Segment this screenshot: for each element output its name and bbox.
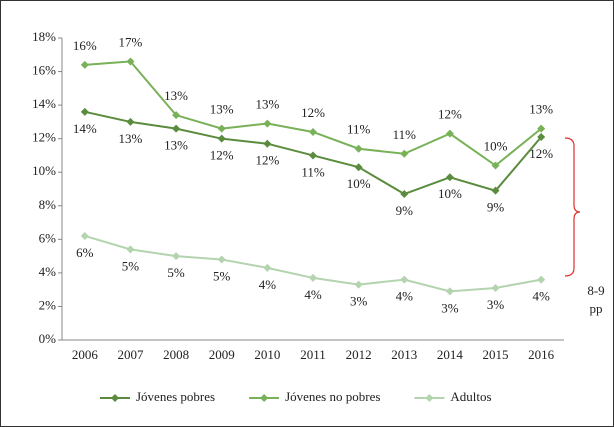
legend-label: Jóvenes pobres bbox=[136, 389, 215, 404]
point bbox=[491, 186, 500, 195]
legend-marker bbox=[425, 394, 434, 402]
point bbox=[263, 263, 272, 272]
point bbox=[172, 124, 181, 133]
point bbox=[537, 275, 546, 284]
data-label: 11% bbox=[301, 164, 325, 179]
x-tick-label: 2012 bbox=[346, 347, 372, 362]
data-label: 4% bbox=[259, 277, 277, 292]
x-tick-label: 2016 bbox=[528, 347, 555, 362]
legend-marker bbox=[260, 394, 269, 402]
data-label: 5% bbox=[122, 258, 140, 273]
data-label: 9% bbox=[487, 200, 505, 215]
point bbox=[445, 129, 454, 138]
point bbox=[263, 119, 272, 128]
x-tick-label: 2013 bbox=[391, 347, 417, 362]
data-label: 3% bbox=[487, 297, 505, 312]
data-label: 3% bbox=[441, 300, 459, 315]
point bbox=[445, 287, 454, 296]
data-label: 17% bbox=[119, 34, 143, 49]
point bbox=[491, 161, 500, 170]
data-label: 5% bbox=[167, 265, 185, 280]
x-tick-label: 2008 bbox=[163, 347, 189, 362]
point bbox=[309, 127, 317, 136]
data-label: 4% bbox=[304, 287, 322, 302]
y-tick-label: 18% bbox=[32, 29, 56, 44]
data-label: 4% bbox=[533, 289, 551, 304]
legend-label: Adultos bbox=[450, 389, 491, 404]
legend-label: Jóvenes no pobres bbox=[285, 389, 380, 404]
bracket bbox=[564, 137, 581, 277]
data-label: 13% bbox=[255, 97, 279, 112]
legend-marker bbox=[111, 394, 119, 402]
data-label: 13% bbox=[119, 131, 143, 146]
point bbox=[80, 107, 89, 116]
point bbox=[126, 245, 135, 254]
point bbox=[491, 283, 500, 292]
y-tick-label: 10% bbox=[32, 163, 56, 178]
x-tick-label: 2007 bbox=[117, 347, 144, 362]
annotation: pp bbox=[590, 301, 603, 316]
point bbox=[400, 190, 409, 199]
data-label: 11% bbox=[393, 127, 417, 142]
x-tick-label: 2006 bbox=[72, 347, 99, 362]
point bbox=[537, 132, 546, 141]
point bbox=[126, 57, 135, 66]
y-tick-label: 2% bbox=[39, 297, 57, 312]
point bbox=[217, 134, 226, 143]
point bbox=[263, 139, 272, 148]
data-label: 13% bbox=[164, 138, 188, 153]
data-label: 11% bbox=[347, 122, 371, 137]
annotation: 8-9 bbox=[587, 283, 604, 298]
point bbox=[126, 117, 135, 126]
data-label: 5% bbox=[213, 268, 231, 283]
data-label: 10% bbox=[484, 138, 508, 153]
data-label: 4% bbox=[396, 289, 414, 304]
x-tick-label: 2010 bbox=[254, 347, 280, 362]
point bbox=[309, 151, 317, 160]
y-tick-label: 6% bbox=[39, 230, 57, 245]
point bbox=[354, 163, 363, 172]
data-label: 16% bbox=[73, 38, 97, 53]
data-label: 13% bbox=[529, 102, 553, 117]
x-tick-label: 2014 bbox=[437, 347, 464, 362]
point bbox=[172, 111, 181, 120]
y-tick-label: 4% bbox=[39, 264, 57, 279]
y-tick-label: 0% bbox=[39, 331, 57, 346]
y-tick-label: 14% bbox=[32, 96, 56, 111]
point bbox=[354, 280, 363, 289]
data-label: 12% bbox=[529, 146, 553, 161]
data-label: 9% bbox=[396, 203, 414, 218]
data-label: 14% bbox=[73, 121, 97, 136]
point bbox=[445, 173, 454, 182]
point bbox=[400, 149, 409, 158]
data-label: 13% bbox=[164, 88, 188, 103]
data-label: 10% bbox=[347, 176, 371, 191]
data-label: 12% bbox=[438, 107, 462, 122]
data-label: 12% bbox=[255, 153, 279, 168]
data-label: 12% bbox=[210, 148, 234, 163]
x-tick-label: 2009 bbox=[209, 347, 235, 362]
point bbox=[537, 124, 546, 133]
x-tick-label: 2011 bbox=[300, 347, 326, 362]
data-label: 13% bbox=[210, 102, 234, 117]
point bbox=[80, 231, 89, 240]
y-tick-label: 8% bbox=[39, 197, 57, 212]
data-label: 3% bbox=[350, 294, 368, 309]
point bbox=[172, 252, 181, 261]
data-label: 10% bbox=[438, 186, 462, 201]
point bbox=[217, 255, 226, 264]
point bbox=[400, 275, 409, 284]
data-label: 6% bbox=[76, 245, 94, 260]
point bbox=[80, 60, 89, 69]
y-tick-label: 12% bbox=[32, 130, 56, 145]
point bbox=[309, 273, 317, 282]
data-label: 12% bbox=[301, 105, 325, 120]
point bbox=[354, 144, 363, 153]
x-tick-label: 2015 bbox=[483, 347, 509, 362]
y-tick-label: 16% bbox=[32, 63, 56, 78]
point bbox=[217, 124, 226, 133]
